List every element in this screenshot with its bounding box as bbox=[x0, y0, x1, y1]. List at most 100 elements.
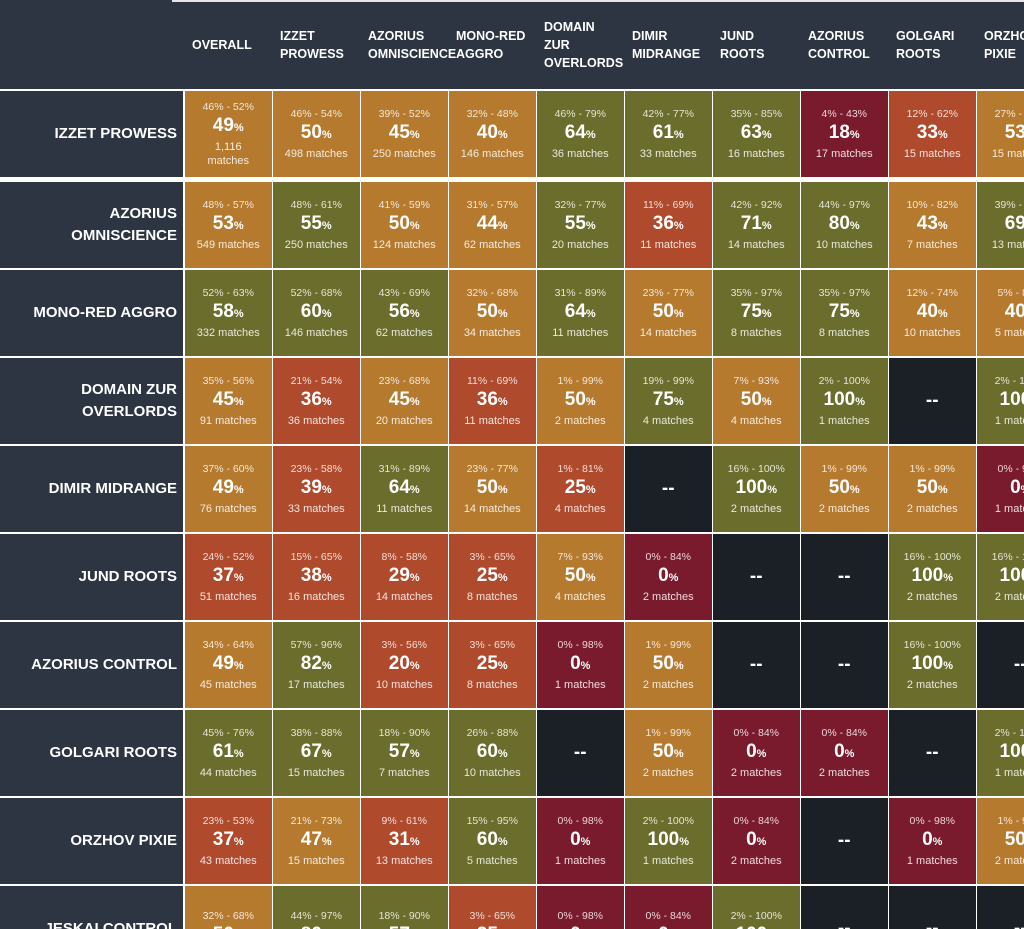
cell-range: 10% - 82% bbox=[906, 198, 958, 211]
percent-sign: % bbox=[668, 571, 679, 584]
win-rate-value: 0 bbox=[1010, 476, 1021, 498]
cell-range: 35% - 97% bbox=[818, 286, 870, 299]
heatmap-cell: 1% - 99%50%2 matches bbox=[625, 622, 712, 708]
heatmap-cell: 3% - 65% 25% 8 matches bbox=[449, 622, 536, 708]
cell-win-rate: 75% bbox=[829, 300, 860, 326]
cell-match-count: 33 matches bbox=[287, 502, 345, 515]
win-rate-value: 39 bbox=[300, 476, 322, 498]
cell-match-count: 5 matches bbox=[466, 854, 518, 867]
heatmap-cell: 32% - 68% 50% 34 matches bbox=[449, 270, 536, 356]
win-rate-value: 57 bbox=[388, 740, 410, 762]
cell-match-count: 2 matches bbox=[994, 854, 1024, 867]
win-rate-value: 47 bbox=[300, 828, 322, 850]
cell-match-count: 1 matches bbox=[818, 414, 870, 427]
cell-win-rate: 49% bbox=[213, 652, 244, 678]
win-rate-value: 67 bbox=[300, 740, 322, 762]
win-rate-value: 71 bbox=[740, 212, 762, 234]
win-rate-value: 25 bbox=[476, 564, 498, 586]
cell-range: 39% - 91% bbox=[994, 198, 1024, 211]
cell-range: 21% - 73% bbox=[290, 814, 342, 827]
percent-sign: % bbox=[497, 395, 508, 408]
cell-range: 48% - 61% bbox=[290, 198, 342, 211]
cell-range: 16% - 100% bbox=[903, 638, 961, 651]
heatmap-cell: 34% - 64% 49% 45 matches bbox=[185, 622, 272, 708]
cell-range: 42% - 92% bbox=[730, 198, 782, 211]
cell-match-count: 14 matches bbox=[463, 502, 521, 515]
win-rate-value: 82 bbox=[300, 652, 322, 674]
heatmap-cell: 10% - 82% 43% 7 matches bbox=[889, 182, 976, 268]
empty-cell-dash: -- bbox=[837, 830, 851, 851]
cell-range: 43% - 69% bbox=[378, 286, 430, 299]
cell-range: 32% - 48% bbox=[466, 107, 518, 120]
percent-sign: % bbox=[497, 571, 508, 584]
percent-sign: % bbox=[849, 128, 860, 141]
cell-win-rate: 45% bbox=[213, 388, 244, 414]
win-rate-value: 49 bbox=[212, 476, 234, 498]
percent-sign: % bbox=[321, 835, 332, 848]
heatmap-cell: 19% - 99% 75% 4 matches bbox=[625, 358, 712, 444]
heatmap-cell: 1% - 99%50%2 matches bbox=[801, 446, 888, 532]
cell-range: 0% - 98% bbox=[909, 814, 956, 827]
empty-cell-dash: -- bbox=[573, 742, 587, 763]
cell-range: 35% - 97% bbox=[730, 286, 782, 299]
cell-win-rate: 0% bbox=[570, 828, 590, 854]
cell-match-count: 43 matches bbox=[199, 854, 257, 867]
cell-win-rate: 100% bbox=[1000, 564, 1024, 590]
cell-win-rate: 61% bbox=[653, 121, 684, 147]
cell-range: 35% - 56% bbox=[202, 374, 254, 387]
cell-match-count: 1 matches bbox=[554, 678, 606, 691]
heatmap-cell: 35% - 97% 75% 8 matches bbox=[801, 270, 888, 356]
cell-win-rate: 100% bbox=[1000, 388, 1024, 414]
cell-match-count: 8 matches bbox=[730, 326, 782, 339]
cell-win-rate: 64% bbox=[389, 476, 420, 502]
percent-sign: % bbox=[321, 395, 332, 408]
cell-range: 32% - 68% bbox=[202, 909, 254, 922]
cell-win-rate: 39% bbox=[301, 476, 332, 502]
cell-range: 7% - 93% bbox=[733, 374, 780, 387]
empty-cell-dash: -- bbox=[749, 654, 763, 675]
cell-win-rate: 29% bbox=[389, 564, 420, 590]
win-rate-value: 49 bbox=[212, 652, 234, 674]
win-rate-value: 80 bbox=[828, 212, 850, 234]
empty-cell-dash: -- bbox=[749, 566, 763, 587]
cell-win-rate: 18% bbox=[829, 121, 860, 147]
cell-range: 44% - 97% bbox=[818, 198, 870, 211]
percent-sign: % bbox=[679, 835, 689, 848]
cell-range: 2% - 100% bbox=[994, 374, 1024, 387]
cell-range: 1% - 99% bbox=[909, 462, 956, 475]
column-header: OVERALL bbox=[192, 37, 252, 52]
win-rate-value: 0 bbox=[570, 924, 581, 929]
win-rate-value: 37 bbox=[212, 564, 234, 586]
percent-sign: % bbox=[585, 395, 596, 408]
win-rate-value: 40 bbox=[476, 121, 498, 143]
cell-win-rate: 45% bbox=[389, 388, 420, 414]
percent-sign: % bbox=[673, 307, 684, 320]
empty-cell-dash: -- bbox=[837, 654, 851, 675]
win-rate-value: 36 bbox=[652, 212, 674, 234]
cell-win-rate: 69% bbox=[1005, 212, 1024, 238]
win-rate-value: 50 bbox=[916, 476, 938, 498]
cell-match-count: 17 matches bbox=[815, 147, 873, 160]
win-rate-value: 53 bbox=[1004, 121, 1024, 143]
heatmap-cell: 48% - 61% 55% 250 matches bbox=[273, 182, 360, 268]
cell-match-count: 549 matches bbox=[196, 238, 260, 251]
cell-win-rate: 0% bbox=[1010, 476, 1024, 502]
cell-win-rate: 36% bbox=[653, 212, 684, 238]
cell-win-rate: 50% bbox=[301, 121, 332, 147]
cell-win-rate: 37% bbox=[213, 828, 244, 854]
percent-sign: % bbox=[497, 659, 508, 672]
cell-win-rate: 50% bbox=[565, 564, 596, 590]
cell-win-rate: 63% bbox=[741, 121, 772, 147]
percent-sign: % bbox=[849, 483, 860, 496]
cell-range: 1% - 99% bbox=[645, 638, 692, 651]
cell-match-count: 2 matches bbox=[818, 502, 870, 515]
cell-win-rate: 75% bbox=[653, 388, 684, 414]
heatmap-cell: 23% - 58% 39% 33 matches bbox=[273, 446, 360, 532]
cell-match-count: 4 matches bbox=[730, 414, 782, 427]
percent-sign: % bbox=[767, 483, 777, 496]
cell-match-count: 15 matches bbox=[287, 766, 345, 779]
cell-match-count: 10 matches bbox=[463, 766, 521, 779]
percent-sign: % bbox=[761, 307, 772, 320]
heatmap-cell: 12% - 62% 33% 15 matches bbox=[889, 91, 976, 177]
